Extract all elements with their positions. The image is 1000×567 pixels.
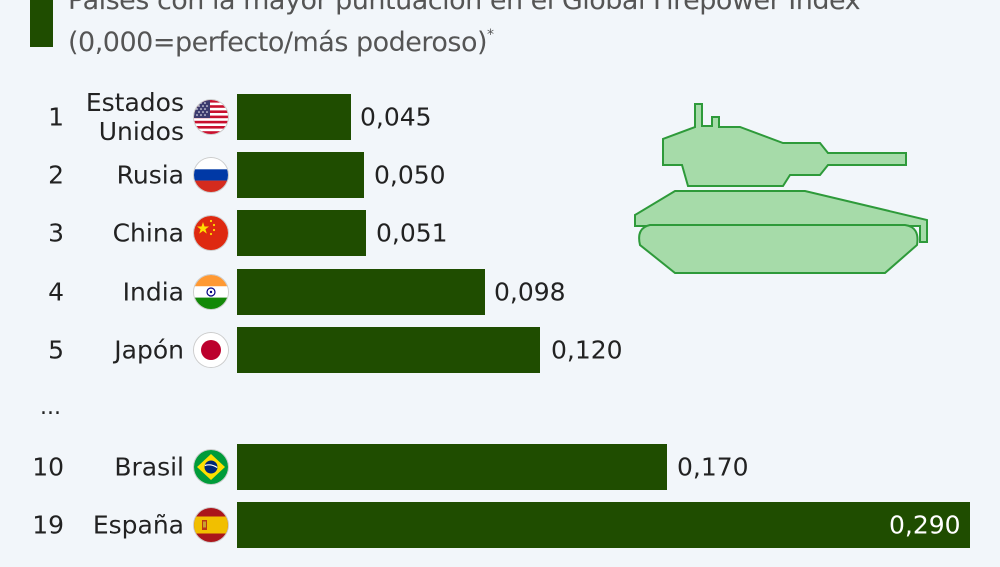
rank-label: 10	[32, 452, 64, 482]
india-flag-icon	[194, 275, 228, 309]
value-label: 0,098	[494, 277, 566, 307]
bar	[237, 327, 540, 373]
country-label: Japón	[114, 335, 184, 365]
bar-row: 10 Brasil 0,170	[0, 444, 1000, 490]
footnote-marker: *	[487, 27, 494, 43]
rank-label: 3	[48, 218, 64, 248]
title-accent-bar	[30, 0, 53, 47]
value-label: 0,170	[677, 452, 749, 482]
bar-row: 2 Rusia 0,050	[0, 152, 1000, 198]
bar	[237, 269, 485, 315]
chart-title-line2: (0,000=perfecto/más poderoso)*	[68, 20, 494, 60]
rank-label: 2	[48, 160, 64, 190]
bar-row: 3 China 0,051	[0, 210, 1000, 256]
value-label: 0,051	[376, 218, 448, 248]
value-label: 0,045	[360, 102, 432, 132]
chart-title-line1: Países con la mayor puntuación en el Glo…	[68, 0, 861, 16]
brazil-flag-icon	[194, 450, 228, 484]
country-label: Estados Unidos	[86, 88, 184, 146]
spain-flag-icon	[194, 508, 228, 542]
bar	[237, 502, 970, 548]
bar	[237, 152, 364, 198]
country-label-line1: Estados	[85, 88, 184, 117]
china-flag-icon	[194, 216, 228, 250]
us-flag-icon	[194, 100, 228, 134]
bar-row: 19 España 0,290	[0, 502, 1000, 548]
value-label: 0,120	[551, 335, 623, 365]
rank-label: 4	[48, 277, 64, 307]
value-label: 0,290	[889, 510, 961, 540]
country-label: Brasil	[114, 452, 184, 482]
bar	[237, 444, 667, 490]
russia-flag-icon	[194, 158, 228, 192]
chart-subtitle: (0,000=perfecto/más poderoso)	[68, 27, 488, 58]
country-label: China	[112, 218, 184, 248]
japan-flag-icon	[194, 333, 228, 367]
country-label: India	[122, 277, 184, 307]
country-label: Rusia	[116, 160, 184, 190]
tank-icon	[620, 90, 940, 294]
bar	[237, 94, 351, 140]
country-label-line2: Unidos	[98, 117, 184, 146]
ellipsis: ...	[40, 395, 61, 420]
bar-row: 1 Estados Unidos 0,045	[0, 88, 1000, 146]
rank-label: 19	[32, 510, 64, 540]
country-label: España	[92, 510, 184, 540]
bar	[237, 210, 366, 256]
value-label: 0,050	[374, 160, 446, 190]
rank-label: 5	[48, 335, 64, 365]
rank-label: 1	[48, 102, 64, 132]
bar-row: 4 India 0,098	[0, 269, 1000, 315]
bar-row: 5 Japón 0,120	[0, 327, 1000, 373]
